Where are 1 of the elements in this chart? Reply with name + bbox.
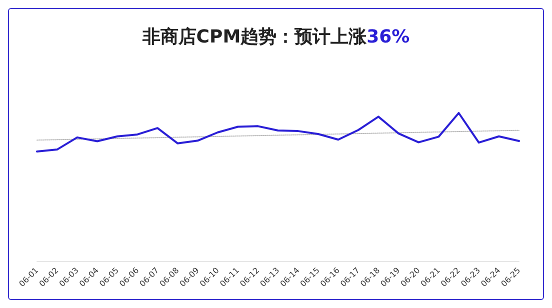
chart-title: 非商店CPM趋势：预计上涨36% <box>141 26 410 48</box>
